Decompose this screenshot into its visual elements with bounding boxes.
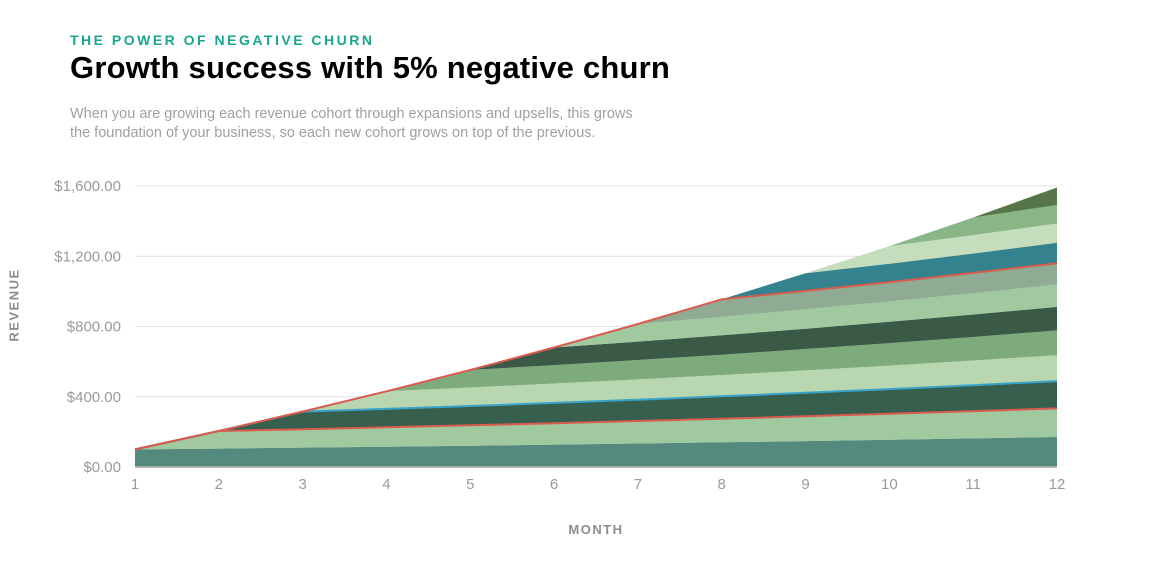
- boundary-line-cohort-8: [134, 262, 1058, 451]
- cohort-boundary-lines: [134, 262, 1058, 451]
- y-tick-label: $0.00: [83, 459, 121, 476]
- x-tick-label: 3: [298, 476, 306, 493]
- subtitle-line-1: When you are growing each revenue cohort…: [70, 106, 633, 122]
- boundary-line-cohort-2: [134, 407, 1058, 451]
- x-tick-label: 1: [131, 476, 139, 493]
- y-axis-label: REVENUE: [6, 268, 22, 342]
- x-tick-label: 4: [382, 476, 390, 493]
- x-tick-label: 9: [801, 476, 809, 493]
- area-cohort-7: [135, 284, 1057, 450]
- subtitle-line-2: the foundation of your business, so each…: [70, 125, 596, 141]
- area-cohort-2: [135, 408, 1057, 450]
- area-cohort-1: [135, 437, 1057, 467]
- area-cohort-9: [135, 242, 1057, 450]
- page-title: Growth success with 5% negative churn: [70, 50, 671, 85]
- x-tick-label: 6: [550, 476, 558, 493]
- x-tick-labels: 1 2 3 4 5 6 7 8 9 10 11 12: [131, 476, 1066, 493]
- y-tick-label: $1,600.00: [54, 178, 121, 195]
- x-tick-label: 5: [466, 476, 474, 493]
- area-cohort-8: [135, 263, 1057, 450]
- x-tick-label: 8: [718, 476, 726, 493]
- x-tick-label: 2: [215, 476, 223, 493]
- x-axis-label: MONTH: [568, 522, 624, 537]
- y-tick-label: $800.00: [67, 319, 121, 336]
- area-cohort-10: [135, 223, 1057, 450]
- eyebrow-label: THE POWER OF NEGATIVE CHURN: [70, 32, 375, 48]
- y-tick-labels: $0.00 $400.00 $800.00 $1,200.00 $1,600.00: [54, 178, 121, 476]
- y-tick-label: $400.00: [67, 389, 121, 406]
- area-cohort-4: [135, 355, 1057, 450]
- x-tick-label: 12: [1049, 476, 1066, 493]
- x-tick-label: 11: [965, 476, 981, 493]
- x-tick-label: 7: [634, 476, 642, 493]
- area-cohort-6: [135, 306, 1057, 450]
- y-tick-label: $1,200.00: [54, 248, 121, 265]
- cohort-areas: [135, 187, 1057, 467]
- x-tick-label: 10: [881, 476, 898, 493]
- area-cohort-5: [135, 330, 1057, 450]
- area-cohort-3: [135, 381, 1057, 450]
- subtitle: When you are growing each revenue cohort…: [70, 105, 633, 143]
- area-cohort-11: [135, 205, 1057, 450]
